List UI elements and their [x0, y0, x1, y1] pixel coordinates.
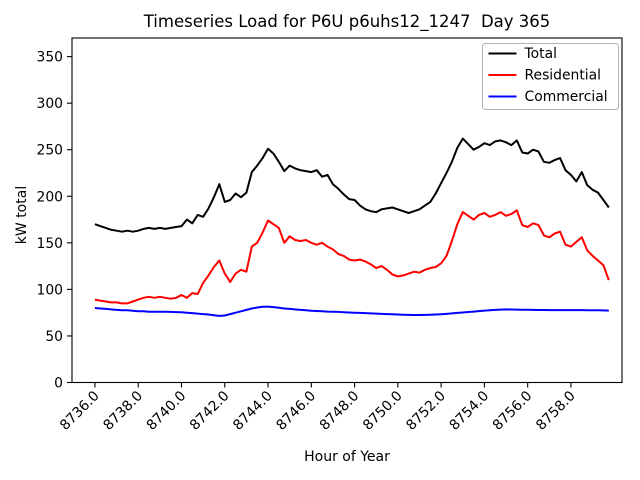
y-tick-label: 150	[36, 236, 63, 252]
y-tick-label: 250	[36, 143, 63, 159]
chart-title: Timeseries Load for P6U p6uhs12_1247 Day…	[143, 12, 551, 32]
series-line-total	[94, 137, 610, 233]
y-tick-label: 0	[54, 376, 63, 392]
x-tick-label: 8744.0	[230, 388, 276, 434]
series-line-residential	[94, 209, 610, 305]
legend-box	[482, 43, 619, 110]
x-tick-label: 8756.0	[490, 388, 536, 434]
x-tick-label: 8748.0	[317, 388, 363, 434]
x-tick-label: 8758.0	[533, 388, 579, 434]
y-tick-label: 200	[36, 189, 63, 205]
y-axis-label: kW total	[14, 186, 30, 244]
y-tick-label: 350	[36, 50, 63, 66]
series-line-commercial	[94, 305, 609, 317]
x-tick-label: 8752.0	[403, 388, 449, 434]
y-tick-label: 100	[36, 282, 63, 298]
x-tick-label: 8742.0	[187, 388, 233, 434]
legend-label-residential: Residential	[525, 68, 602, 84]
x-axis-label: Hour of Year	[304, 449, 390, 465]
y-tick-label: 300	[36, 96, 63, 112]
y-tick-label: 50	[45, 329, 63, 345]
plot-group: 0501001502002503003508736.08738.08740.08…	[36, 37, 623, 434]
x-tick-label: 8736.0	[57, 388, 103, 434]
x-tick-label: 8740.0	[144, 388, 190, 434]
x-tick-label: 8750.0	[360, 388, 406, 434]
legend-label-total: Total	[524, 46, 557, 62]
legend-label-commercial: Commercial	[525, 89, 608, 105]
x-tick-label: 8754.0	[447, 388, 493, 434]
x-tick-label: 8746.0	[273, 388, 319, 434]
x-tick-label: 8738.0	[100, 388, 146, 434]
